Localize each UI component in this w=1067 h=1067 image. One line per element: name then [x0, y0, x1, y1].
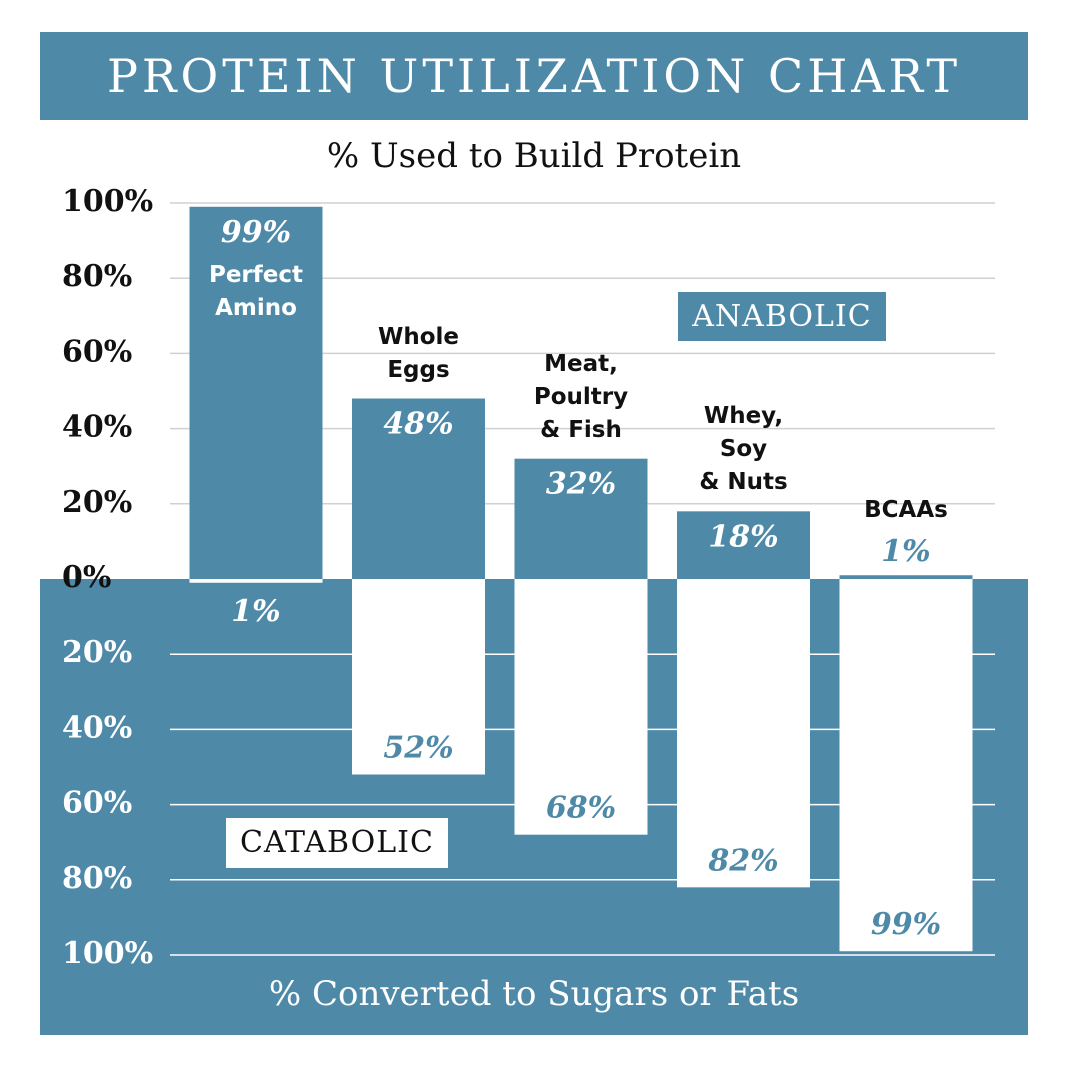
y-tick-label: 40% [62, 710, 132, 745]
bar [352, 398, 485, 579]
bar [189, 579, 323, 583]
value-label: 32% [546, 467, 616, 502]
value-label: 48% [383, 407, 453, 442]
y-tick-label: 20% [62, 485, 132, 520]
upper-axis-label: % Used to Build Protein [327, 136, 741, 176]
category-label: Whey, Soy & Nuts [699, 403, 788, 496]
bar [677, 579, 810, 888]
chart-title: PROTEIN UTILIZATION CHART [107, 49, 961, 103]
bar [839, 575, 973, 579]
bar [189, 206, 323, 579]
bar [352, 579, 485, 775]
lower-axis-label: % Converted to Sugars or Fats [269, 974, 799, 1014]
y-tick-label: 100% [62, 184, 153, 219]
category-label: Perfect Amino [208, 261, 304, 321]
value-label: 1% [231, 594, 280, 629]
category-label: BCAAs [864, 497, 948, 524]
value-label: 99% [871, 907, 941, 942]
y-tick-label: 80% [62, 861, 132, 896]
y-tick-label: 0% [62, 560, 111, 595]
y-tick-label: 60% [62, 334, 132, 369]
y-tick-label: 40% [62, 410, 132, 445]
bar [514, 458, 648, 579]
value-label: 99% [221, 215, 291, 250]
category-label: Whole Eggs [377, 323, 460, 383]
legend-label: ANABOLIC [691, 299, 872, 334]
bar [677, 511, 810, 579]
legend-label: CATABOLIC [240, 825, 434, 860]
y-tick-label: 80% [62, 259, 132, 294]
y-tick-label: 60% [62, 786, 132, 821]
value-label: 52% [383, 731, 453, 766]
bar [514, 579, 648, 835]
y-tick-label: 20% [62, 635, 132, 670]
value-label: 68% [546, 791, 616, 826]
legend-box [226, 818, 448, 868]
category-label: Meat, Poultry & Fish [533, 350, 629, 443]
value-label: 18% [708, 519, 778, 554]
value-label: 1% [881, 534, 930, 569]
value-label: 82% [707, 843, 778, 878]
y-tick-label: 100% [62, 936, 153, 971]
bar [839, 579, 973, 952]
legend-box [678, 292, 886, 341]
